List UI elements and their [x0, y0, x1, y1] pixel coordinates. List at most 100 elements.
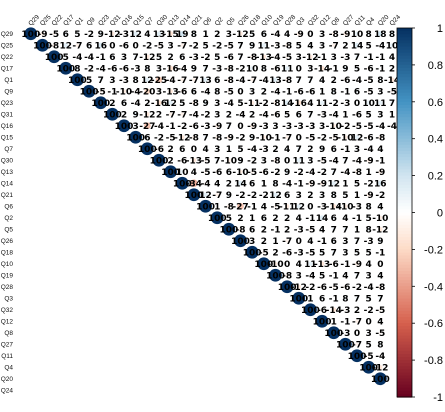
correlation-label: -14 — [326, 203, 342, 213]
correlation-circle — [343, 296, 348, 301]
correlation-label: -5 — [201, 168, 211, 178]
correlation-label: 9 — [133, 111, 139, 121]
correlation-circle — [273, 181, 278, 186]
correlation-label: -4 — [236, 76, 246, 86]
correlation-circle — [226, 158, 231, 163]
correlation-label: 3 — [167, 42, 173, 52]
row-label: Q19 — [1, 273, 14, 280]
correlation-label: -2 — [259, 191, 269, 201]
correlation-label: 6 — [331, 237, 337, 247]
correlation-circle — [362, 360, 376, 374]
correlation-label: -12 — [291, 283, 307, 293]
correlation-circle — [262, 159, 265, 162]
correlation-label: -6 — [119, 65, 129, 75]
colorbar-segment — [397, 289, 412, 294]
colorbar-tick-label: -0.4 — [424, 281, 443, 293]
correlation-label: 8 — [272, 180, 278, 190]
correlation-circle — [257, 257, 271, 271]
correlation-label: -7 — [166, 111, 176, 121]
correlation-circle — [321, 170, 323, 173]
correlation-label: -5 — [49, 30, 59, 40]
correlation-circle — [199, 199, 212, 213]
correlation-label: 4 — [144, 30, 150, 40]
correlation-label: 100 — [91, 99, 110, 109]
correlation-circle — [367, 147, 370, 151]
colorbar-segment — [397, 28, 412, 32]
colorbar-segment — [397, 166, 412, 171]
correlation-label: -3 — [282, 122, 292, 132]
correlation-circle — [87, 43, 91, 47]
correlation-circle — [315, 314, 329, 328]
correlation-label: 5 — [74, 30, 80, 40]
correlation-label: 100 — [289, 295, 308, 305]
correlation-label: -7 — [177, 111, 187, 121]
correlation-label: 9 — [377, 237, 383, 247]
correlation-circle — [64, 55, 68, 59]
correlation-circle — [274, 44, 277, 47]
correlation-circle — [156, 31, 162, 37]
correlation-circle — [366, 204, 371, 209]
correlation-label: 0 — [354, 329, 360, 339]
correlation-label: 0 — [307, 203, 313, 213]
correlation-circle — [378, 331, 382, 335]
column-label: Q10 — [260, 14, 274, 28]
row-label: Q15 — [1, 135, 14, 142]
correlation-circle — [237, 202, 244, 210]
correlation-circle — [332, 158, 336, 162]
correlation-circle — [238, 43, 243, 47]
correlation-label: -9 — [305, 180, 315, 190]
correlation-label: 8 — [214, 88, 220, 98]
colorbar-segment — [397, 46, 412, 51]
correlation-circle — [333, 320, 335, 322]
correlation-circle — [285, 135, 289, 139]
correlation-label: -8 — [282, 272, 292, 282]
correlation-circle — [169, 159, 172, 162]
correlation-label: 100 — [126, 134, 145, 144]
colorbar-segment — [397, 147, 412, 152]
colorbar-segment — [397, 237, 412, 241]
column-label: Q28 — [284, 14, 298, 28]
correlation-circle — [379, 56, 381, 58]
correlation-circle — [331, 307, 337, 313]
colorbar-segment — [397, 326, 412, 330]
correlation-label: -7 — [352, 318, 362, 328]
correlation-label: -4 — [329, 111, 339, 121]
correlation-label: -5 — [375, 329, 385, 339]
colorbar-segment — [397, 111, 412, 115]
correlation-label: 8 — [191, 30, 197, 40]
correlation-label: -13 — [256, 53, 272, 63]
correlation-circle — [274, 147, 277, 150]
colorbar-segment — [397, 135, 412, 140]
correlation-label: 10 — [386, 42, 399, 52]
correlation-label: -14 — [384, 76, 400, 86]
correlation-circle — [227, 170, 231, 174]
correlation-label: -8 — [247, 53, 257, 63]
correlation-label: -6 — [305, 88, 315, 98]
correlation-label: 2 — [342, 42, 348, 52]
correlation-label: -4 — [364, 145, 374, 155]
correlation-circle — [274, 124, 277, 127]
correlation-circle — [274, 55, 277, 59]
correlation-circle — [250, 66, 255, 71]
correlation-label: -4 — [96, 65, 106, 75]
correlation-circle — [304, 303, 317, 317]
column-label: Q20 — [377, 14, 391, 28]
correlation-circle — [204, 55, 207, 58]
correlation-label: 5 — [354, 180, 360, 190]
correlation-label: -7 — [247, 76, 257, 86]
colorbar-segment — [397, 107, 412, 112]
correlation-circle — [111, 101, 114, 104]
colorbar-segment — [397, 144, 412, 149]
correlation-circle — [286, 124, 289, 127]
correlation-label: 11 — [374, 99, 387, 109]
correlation-label: -3 — [317, 203, 327, 213]
correlation-circle — [98, 42, 104, 48]
correlation-label: -10 — [267, 260, 283, 270]
correlation-label: -8 — [189, 99, 199, 109]
correlation-label: 4 — [377, 318, 383, 328]
colorbar-segment — [397, 95, 412, 100]
correlation-circle — [192, 31, 196, 36]
correlation-circle — [379, 159, 381, 161]
colorbar-segment — [397, 338, 412, 343]
correlation-circle — [193, 44, 195, 47]
